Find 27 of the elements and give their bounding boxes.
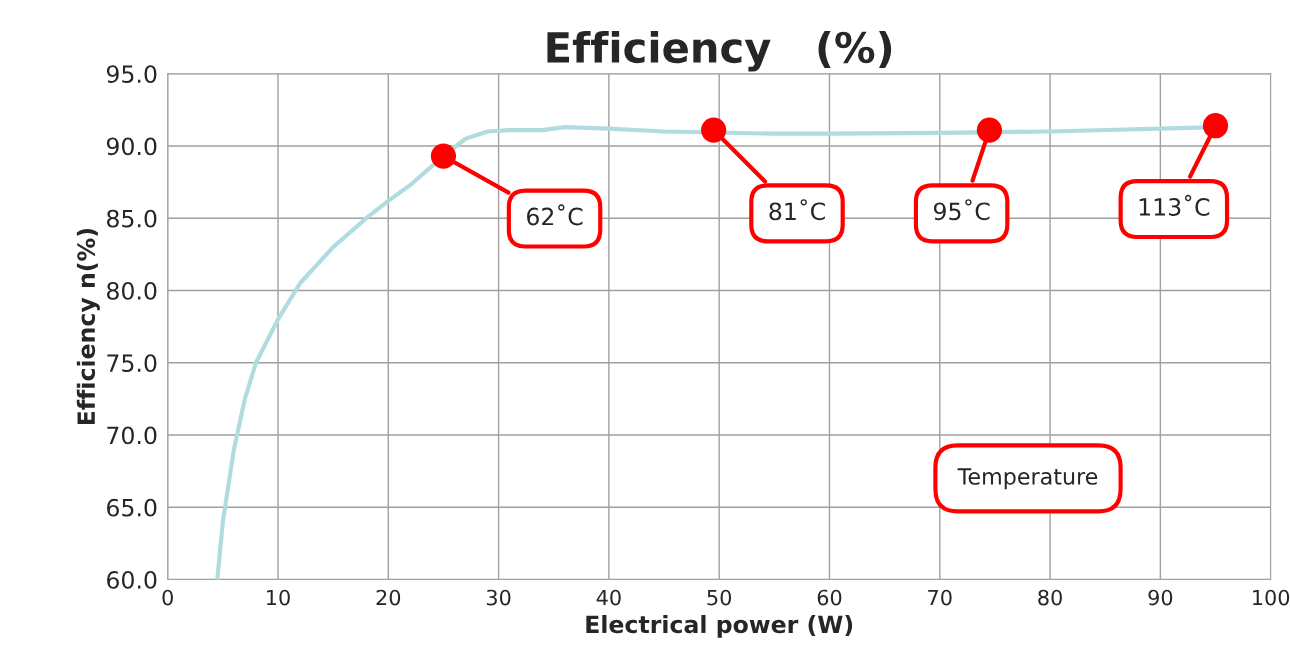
x-tick-label: 70 — [928, 589, 952, 606]
x-tick-label: 50 — [707, 589, 732, 606]
x-tick-label: 40 — [596, 589, 621, 606]
y-axis-title: Efficiency n(%) — [76, 228, 100, 425]
annotation: Temperature — [957, 468, 1098, 490]
x-axis-title: Electrical power (W) — [586, 614, 853, 638]
y-tick-label: 90.0 — [106, 137, 157, 156]
annotation: 81˚C — [769, 199, 825, 221]
x-tick-label: 30 — [486, 589, 511, 606]
y-tick-label: 80.0 — [107, 281, 157, 300]
y-tick-label: 65.0 — [107, 498, 157, 517]
y-tick-label: 60.0 — [107, 571, 157, 589]
y-tick-label: 75.0 — [107, 354, 157, 373]
y-tick-label: 85.0 — [107, 209, 157, 228]
annotation: 62˚C — [527, 204, 583, 226]
x-tick-label: 0 — [162, 589, 173, 606]
x-tick-label: 20 — [376, 589, 401, 606]
chart-title: Efficiency (%) — [547, 30, 892, 72]
y-tick-label: 70.0 — [107, 426, 157, 445]
x-tick-label: 60 — [817, 589, 842, 606]
annotation: 113˚C — [1139, 194, 1210, 216]
x-tick-label: 100 — [1253, 589, 1290, 606]
x-tick-label: 90 — [1148, 589, 1173, 606]
annotation: 95˚C — [933, 199, 990, 221]
x-tick-label: 80 — [1038, 589, 1062, 606]
x-tick-label: 10 — [267, 589, 290, 606]
y-tick-label: 95.0 — [106, 65, 157, 84]
